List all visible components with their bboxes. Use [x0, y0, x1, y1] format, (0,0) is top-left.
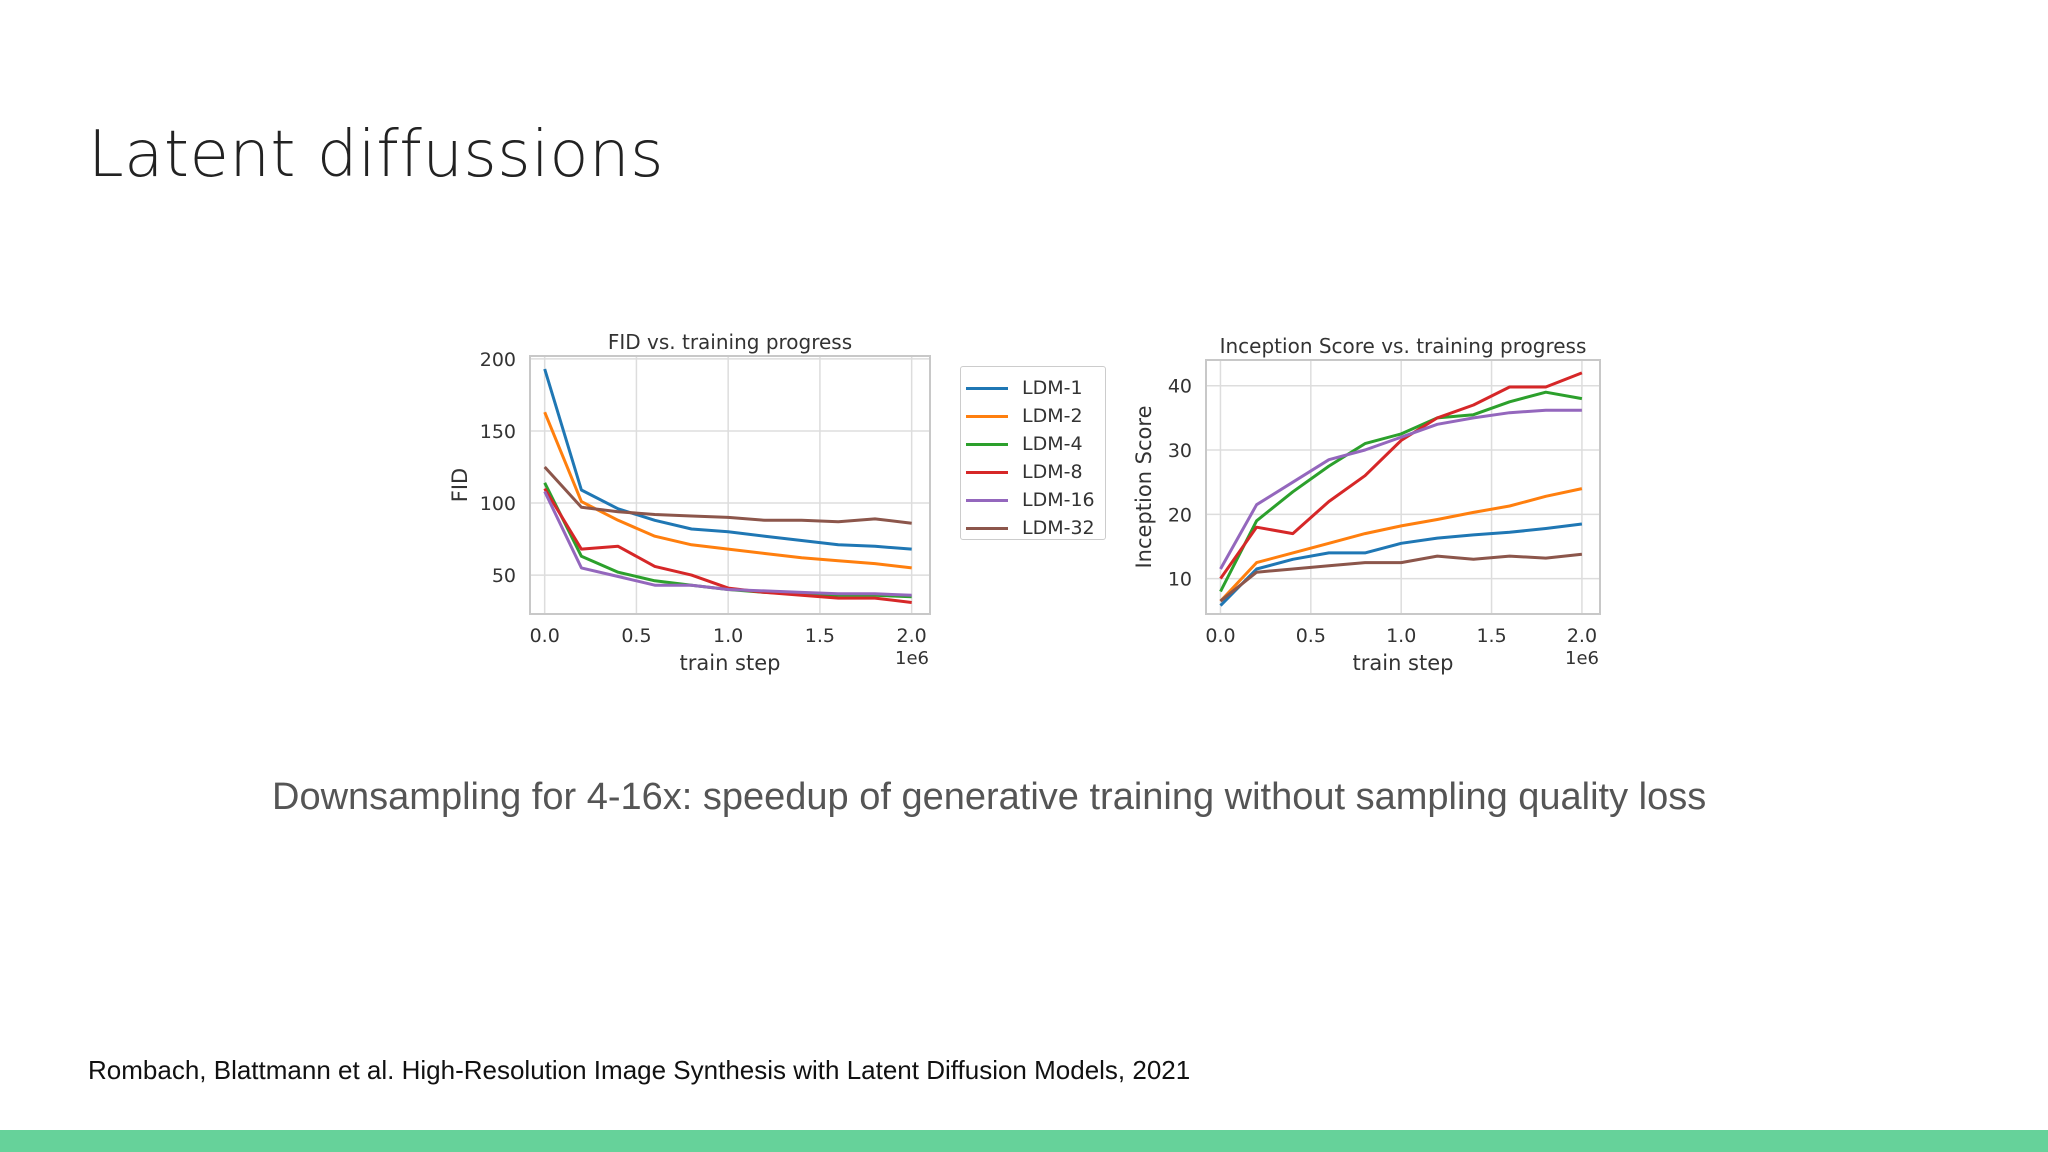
- legend-label: LDM-1: [1022, 377, 1083, 399]
- plot-frame: [1205, 359, 1601, 615]
- series-line-ldm-16: [1219, 408, 1582, 570]
- y-tick-label: 30: [1168, 440, 1192, 462]
- inception-score-chart: 0.0 0.5 1.0 1.5 2.0 10 20 30 40 Inception Score v…: [1132, 334, 1601, 675]
- slide-caption: Downsampling for 4-16x: speedup of gener…: [272, 776, 1707, 818]
- x-tick-label: 0.0: [530, 625, 560, 647]
- series-line-ldm-1: [1219, 522, 1583, 607]
- legend-label: LDM-4: [1022, 433, 1083, 455]
- x-tick-label: 0.5: [621, 625, 651, 647]
- x-scale-label: 1e6: [1565, 648, 1599, 669]
- x-tick-label: 0.0: [1205, 625, 1235, 647]
- x-tick-label: 1.0: [1386, 625, 1416, 647]
- legend-item-ldm-32: LDM-32: [961, 516, 1105, 540]
- y-tick-label: 40: [1168, 376, 1192, 398]
- chart-title: FID vs. training progress: [608, 330, 852, 354]
- y-tick-label: 20: [1168, 504, 1192, 526]
- legend-label: LDM-16: [1022, 489, 1095, 511]
- legend-item-ldm-1: LDM-1: [961, 376, 1105, 400]
- series-line-ldm-8: [1219, 371, 1583, 580]
- legend-label: LDM-8: [1022, 461, 1083, 483]
- x-tick-label: 2.0: [1567, 625, 1597, 647]
- legend-swatch-ldm-8: [966, 470, 1008, 474]
- legend-item-ldm-16: LDM-16: [961, 488, 1105, 512]
- plot-area: [1206, 360, 1600, 614]
- y-axis-label: FID: [448, 468, 472, 502]
- legend-swatch-ldm-2: [966, 414, 1008, 418]
- series-line-ldm-2: [1219, 487, 1583, 603]
- legend-swatch-ldm-1: [966, 386, 1008, 390]
- y-tick-label: 10: [1168, 569, 1192, 591]
- plot-frame: [529, 355, 931, 615]
- series-line-ldm-32: [543, 465, 912, 525]
- series-line-ldm-2: [543, 411, 912, 570]
- chart-title: Inception Score vs. training progress: [1220, 334, 1587, 358]
- series-line-ldm-32: [1219, 552, 1583, 603]
- legend-label: LDM-32: [1022, 517, 1095, 539]
- x-tick-label: 1.5: [1476, 625, 1506, 647]
- y-axis-label: Inception Score: [1132, 405, 1156, 568]
- x-axis-label: train step: [1353, 651, 1454, 675]
- x-tick-label: 1.5: [805, 625, 835, 647]
- series-line-ldm-4: [1219, 390, 1583, 593]
- legend-swatch-ldm-4: [966, 442, 1008, 446]
- x-tick-label: 1.0: [713, 625, 743, 647]
- y-tick-label: 50: [492, 565, 516, 587]
- slide-title: Latent diffussions: [88, 118, 664, 192]
- x-tick-label: 0.5: [1296, 625, 1326, 647]
- legend-item-ldm-4: LDM-4: [961, 432, 1105, 456]
- y-tick-label: 150: [480, 421, 516, 443]
- legend-item-ldm-8: LDM-8: [961, 460, 1105, 484]
- series-line-ldm-16: [543, 490, 912, 597]
- y-tick-label: 200: [480, 349, 516, 371]
- legend-label: LDM-2: [1022, 405, 1083, 427]
- fid-chart: 0.0 0.5 1.0 1.5 2.0 50 100 150 200 FID vs. traini…: [448, 330, 931, 675]
- legend-swatch-ldm-32: [966, 526, 1008, 530]
- legend-swatch-ldm-16: [966, 498, 1008, 502]
- citation: Rombach, Blattmann et al. High-Resolutio…: [88, 1055, 1191, 1085]
- chart-legend: LDM-1 LDM-2 LDM-4 LDM-8 LDM-16 LDM-32: [960, 366, 1106, 540]
- y-tick-label: 100: [480, 493, 516, 515]
- x-tick-label: 2.0: [897, 625, 927, 647]
- x-scale-label: 1e6: [895, 648, 929, 669]
- x-axis-label: train step: [680, 651, 781, 675]
- series-line-ldm-1: [543, 368, 912, 551]
- bottom-accent-bar: [0, 1130, 2048, 1152]
- legend-item-ldm-2: LDM-2: [961, 404, 1105, 428]
